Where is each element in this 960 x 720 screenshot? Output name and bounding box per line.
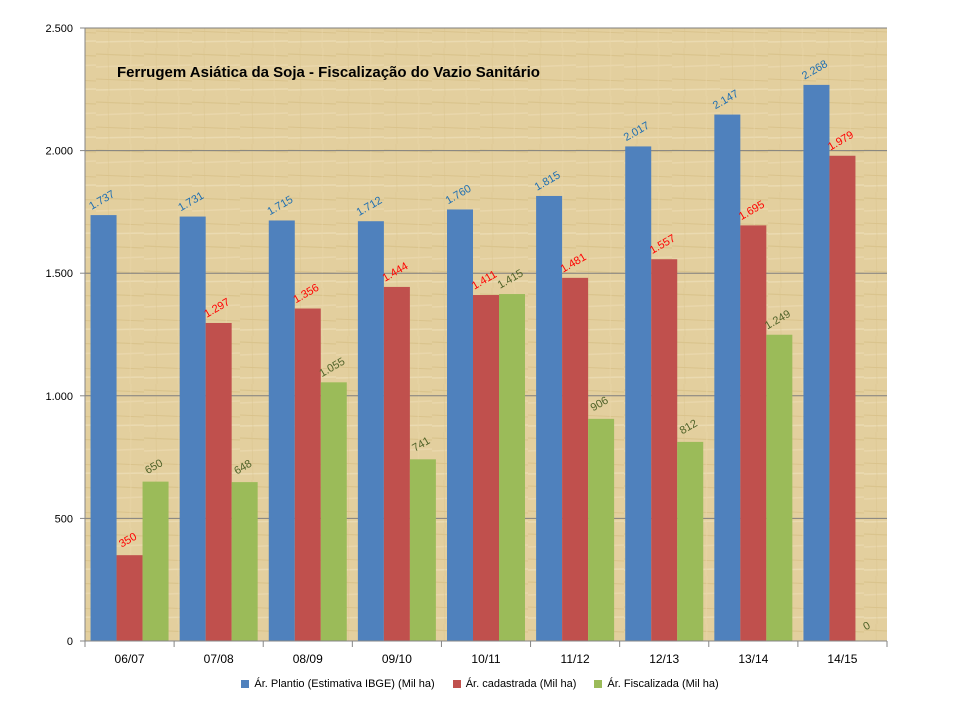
legend-label: Ár. Plantio (Estimativa IBGE) (Mil ha)	[254, 678, 435, 690]
x-tick-label: 12/13	[649, 652, 679, 666]
x-tick-label: 08/09	[293, 652, 323, 666]
x-tick-label: 06/07	[115, 652, 145, 666]
bar	[473, 295, 499, 641]
bar	[205, 322, 232, 641]
x-tick-label: 13/14	[738, 652, 768, 666]
y-tick-label: 500	[55, 513, 73, 525]
bar	[651, 259, 678, 641]
bar	[829, 155, 856, 641]
legend: Ár. Plantio (Estimativa IBGE) (Mil ha) Ár…	[0, 678, 960, 690]
legend-item: Ár. cadastrada (Mil ha)	[452, 678, 577, 690]
bar	[409, 459, 436, 641]
bar	[116, 555, 143, 641]
bar	[231, 482, 258, 641]
bar	[677, 441, 704, 641]
y-tick-label: 2.000	[45, 146, 73, 158]
bar	[357, 221, 384, 642]
legend-swatch	[452, 680, 461, 688]
y-tick-label: 1.000	[45, 391, 73, 403]
legend-item: Ár. Fiscalizada (Mil ha)	[594, 678, 719, 690]
legend-swatch	[594, 680, 603, 688]
x-tick-label: 14/15	[827, 652, 857, 666]
y-tick-label: 1.500	[45, 268, 73, 280]
bar	[740, 225, 767, 642]
bar	[499, 294, 525, 641]
bar	[179, 216, 206, 641]
bars-group	[90, 84, 856, 642]
bar	[383, 286, 410, 641]
bar	[90, 215, 117, 642]
bar	[320, 382, 347, 641]
legend-label: Ár. cadastrada (Mil ha)	[465, 678, 577, 690]
bar	[536, 195, 563, 641]
x-tick-label: 11/12	[561, 652, 590, 666]
bar	[588, 418, 615, 641]
legend-item: Ár. Plantio (Estimativa IBGE) (Mil ha)	[241, 678, 435, 690]
bar	[294, 308, 321, 641]
bar	[803, 84, 830, 641]
x-tick-label: 07/08	[204, 652, 234, 666]
chart-title: Ferrugem Asiática da Soja - Fiscalização…	[117, 64, 540, 81]
bar	[447, 209, 473, 641]
x-tick-label: 10/11	[471, 652, 500, 666]
y-tick-label: 0	[67, 636, 73, 648]
bar	[142, 481, 169, 641]
legend-label: Ár. Fiscalizada (Mil ha)	[607, 678, 719, 690]
bar	[625, 146, 652, 642]
legend-swatch	[241, 680, 250, 688]
axes-group: 0 500 1.000 1.500 2.000 2.500 06/07 07/08 08/09 0…	[45, 23, 888, 666]
x-tick-label: 09/10	[382, 652, 412, 666]
y-tick-label: 2.500	[45, 23, 73, 35]
bar	[562, 277, 589, 641]
data-label: 0	[861, 620, 872, 633]
bar	[268, 220, 295, 641]
bar	[714, 114, 741, 641]
bar	[766, 334, 793, 641]
